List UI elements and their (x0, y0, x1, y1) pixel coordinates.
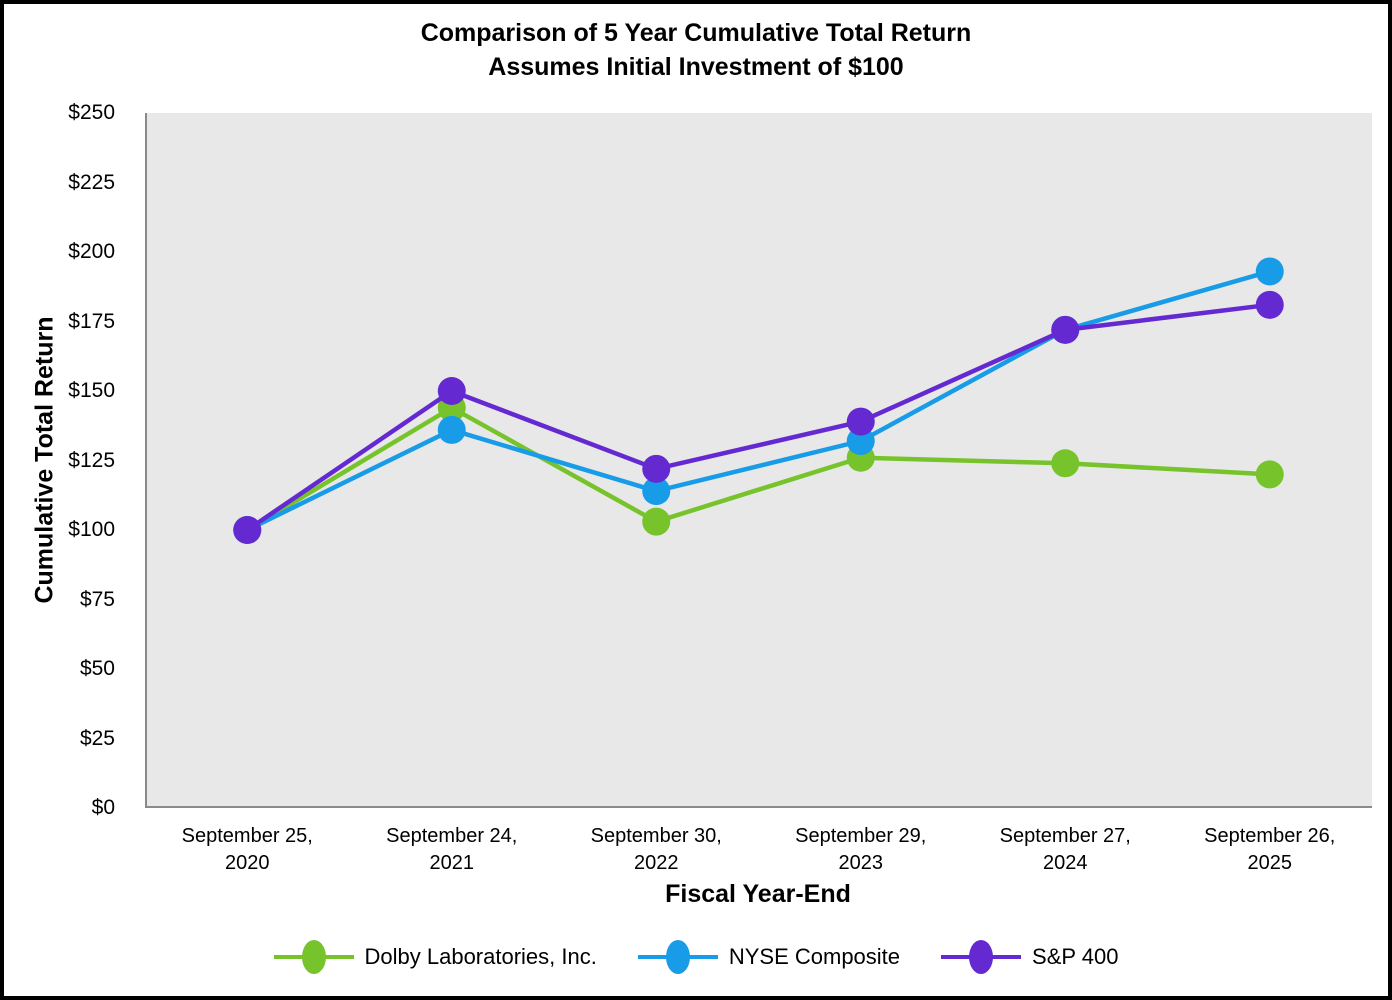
x-tick-label-2023: September 29, 2023 (795, 825, 927, 874)
data-point-s-p-400-2 (642, 454, 671, 483)
y-tick-label-225: $225 (68, 170, 115, 194)
y-tick-label-75: $75 (79, 587, 115, 611)
legend-item-nyse-composite: NYSE Composite (637, 940, 901, 974)
data-point-dolby-laboratories-inc-5 (1255, 460, 1284, 489)
chart-legend: Dolby Laboratories, Inc. NYSE Composite S&… (4, 940, 1388, 974)
data-point-nyse-composite-3 (846, 427, 875, 456)
legend-item-s-p-400: S&P 400 (941, 940, 1118, 974)
x-tick-label-2020: September 25, 2020 (181, 825, 313, 874)
legend-item-dolby-laboratories-inc: Dolby Laboratories, Inc. (273, 940, 597, 974)
plot-area (145, 113, 1372, 808)
data-point-s-p-400-1 (437, 377, 466, 405)
data-point-s-p-400-5 (1255, 290, 1284, 319)
series-line-s-p-400 (245, 302, 1271, 532)
y-tick-label-50: $50 (79, 657, 115, 680)
x-axis-title: Fiscal Year-End (665, 880, 851, 908)
y-tick-label-250: $250 (68, 101, 115, 124)
y-tick-label-150: $150 (68, 379, 115, 402)
x-tick-label-2025: September 26, 2025 (1204, 825, 1336, 874)
chart-title-line1: Comparison of 5 Year Cumulative Total Re… (420, 19, 972, 47)
legend-label-s-p-400: S&P 400 (1032, 944, 1119, 969)
legend-label-nyse-composite: NYSE Composite (728, 944, 901, 969)
y-tick-label-25: $25 (79, 726, 115, 750)
series-line-dolby-laboratories-inc (246, 405, 1270, 532)
data-point-s-p-400-4 (1051, 315, 1080, 344)
x-tick-label-2022: September 30, 2022 (590, 825, 722, 874)
series-line-nyse-composite (246, 269, 1271, 533)
y-tick-label-175: $175 (68, 309, 115, 333)
legend-marker-dolby-laboratories-inc-icon (273, 940, 354, 974)
data-point-dolby-laboratories-inc-4 (1051, 449, 1080, 478)
data-point-nyse-composite-5 (1255, 257, 1284, 286)
x-tick-label-2021: September 24, 2021 (386, 825, 518, 874)
line-chart-svg (145, 113, 1372, 808)
chart-title: Comparison of 5 Year Cumulative Total Re… (4, 16, 1388, 84)
y-tick-label-100: $100 (68, 518, 115, 541)
data-point-s-p-400-3 (846, 407, 875, 436)
legend-marker-nyse-composite-icon (637, 940, 718, 974)
y-tick-label-125: $125 (68, 448, 115, 472)
y-tick-label-0: $0 (91, 796, 115, 819)
data-point-s-p-400-0 (233, 516, 262, 544)
x-tick-label-2024: September 27, 2024 (999, 825, 1131, 874)
data-point-dolby-laboratories-inc-2 (642, 507, 671, 536)
chart-title-line2: Assumes Initial Investment of $100 (488, 53, 904, 81)
y-tick-label-200: $200 (68, 240, 115, 263)
legend-marker-s-p-400-icon (941, 940, 1022, 974)
data-point-nyse-composite-2 (642, 477, 671, 506)
legend-label-dolby-laboratories-inc: Dolby Laboratories, Inc. (364, 944, 597, 969)
data-point-nyse-composite-1 (437, 415, 466, 444)
